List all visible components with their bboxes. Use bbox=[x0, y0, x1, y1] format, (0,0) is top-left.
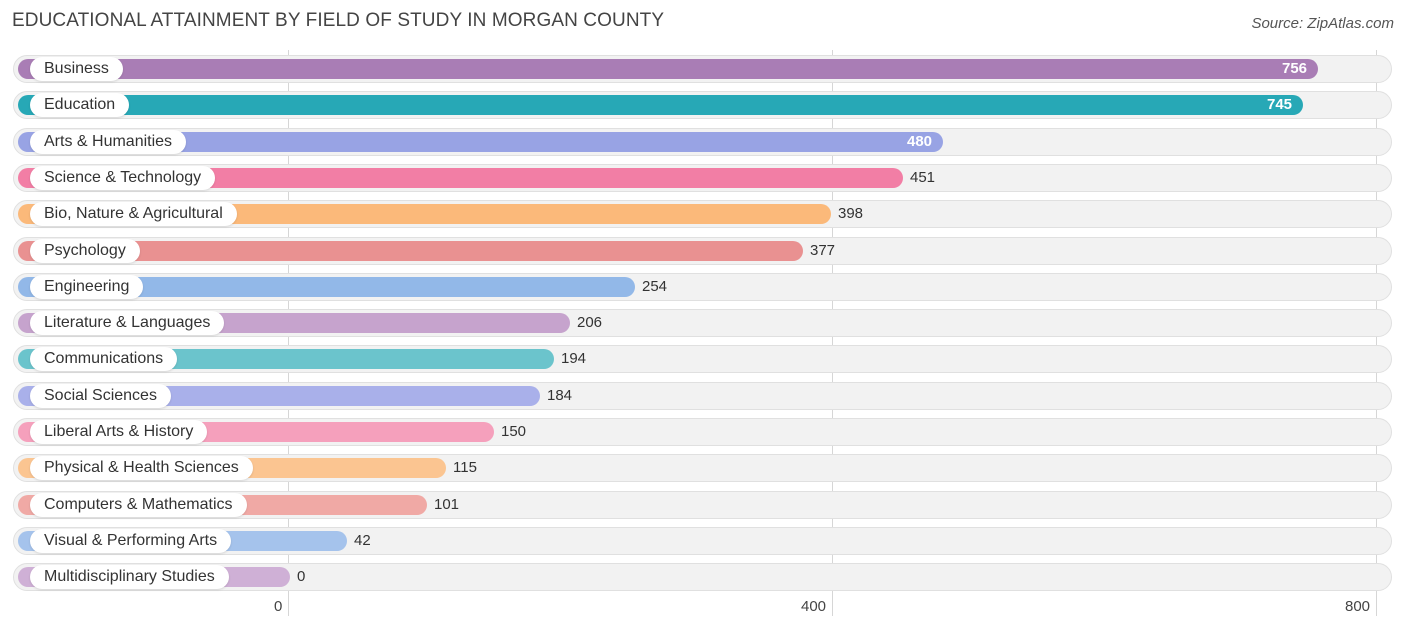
value-label: 745 bbox=[1267, 96, 1293, 113]
source-label: Source: ZipAtlas.com bbox=[1251, 15, 1394, 32]
category-label: Arts & Humanities bbox=[30, 130, 187, 154]
category-label: Science & Technology bbox=[30, 166, 216, 190]
category-label: Bio, Nature & Agricultural bbox=[30, 202, 237, 226]
value-label: 115 bbox=[453, 459, 477, 476]
x-tick-label-0: 0 bbox=[274, 598, 283, 615]
bar bbox=[18, 168, 903, 188]
x-tick-label-400: 400 bbox=[801, 598, 827, 615]
category-label: Liberal Arts & History bbox=[30, 420, 208, 444]
category-label: Psychology bbox=[30, 239, 140, 263]
category-label: Communications bbox=[30, 347, 178, 371]
category-label: Education bbox=[30, 93, 130, 117]
bar bbox=[18, 277, 635, 297]
category-label: Literature & Languages bbox=[30, 311, 225, 335]
value-label: 451 bbox=[910, 169, 936, 186]
bar bbox=[18, 95, 1303, 115]
category-label: Visual & Performing Arts bbox=[30, 529, 232, 553]
x-tick-label-800: 800 bbox=[1345, 598, 1371, 615]
category-label: Business bbox=[30, 57, 123, 81]
value-label: 194 bbox=[561, 350, 587, 367]
value-label: 184 bbox=[547, 387, 573, 404]
category-label: Computers & Mathematics bbox=[30, 493, 247, 517]
value-label: 0 bbox=[297, 568, 306, 585]
value-label: 42 bbox=[354, 532, 371, 549]
value-label: 398 bbox=[838, 205, 864, 222]
value-label: 480 bbox=[907, 133, 933, 150]
value-label: 101 bbox=[434, 496, 460, 513]
value-label: 254 bbox=[642, 278, 668, 295]
bar bbox=[18, 241, 803, 261]
category-label: Multidisciplinary Studies bbox=[30, 565, 229, 589]
chart-title: EDUCATIONAL ATTAINMENT BY FIELD OF STUDY… bbox=[12, 10, 665, 31]
value-label: 377 bbox=[810, 242, 836, 259]
bar bbox=[18, 59, 1318, 79]
category-label: Engineering bbox=[30, 275, 144, 299]
value-label: 756 bbox=[1282, 60, 1308, 77]
category-label: Physical & Health Sciences bbox=[30, 456, 253, 480]
category-label: Social Sciences bbox=[30, 384, 171, 408]
value-label: 150 bbox=[501, 423, 527, 440]
value-label: 206 bbox=[577, 314, 603, 331]
bar bbox=[18, 132, 943, 152]
